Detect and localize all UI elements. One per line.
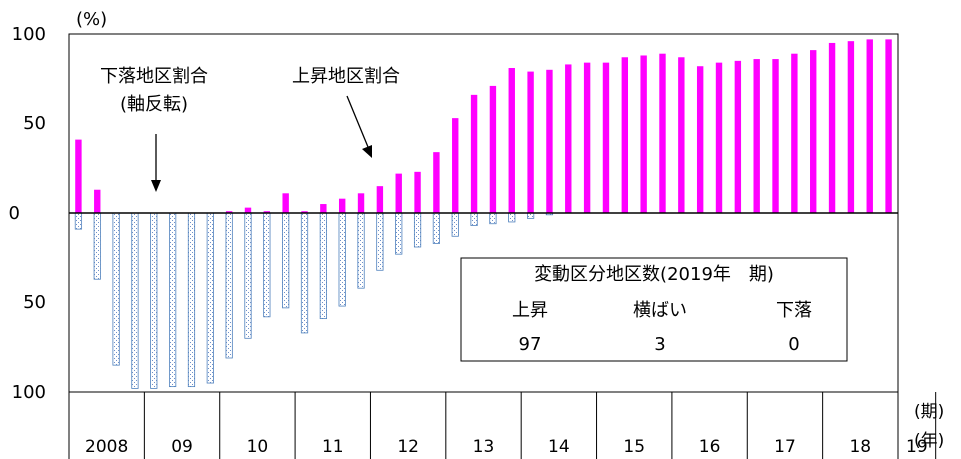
x-axis: 2008 09 10 11 12 13 14 15 16 17 18 19 [68,392,937,459]
fall-bar [451,212,459,237]
fall-bar [131,212,139,389]
year-label: 19 [906,437,928,457]
rise-bar [395,173,402,213]
fall-bar [300,212,309,334]
rise-arrow [346,95,369,148]
fall-bar [338,212,346,307]
year-label: 15 [623,437,645,457]
fall-bar [489,212,497,225]
year-label: 10 [247,437,269,457]
year-label: 17 [774,437,796,457]
fall-bar [432,212,441,244]
fall-bar [470,212,478,226]
fall-bar [150,212,158,389]
rise-bar [244,207,252,213]
fall-bar [93,212,101,280]
inset-table-title: 変動区分地区数(2019年 期) [534,264,774,285]
fall-bar [74,212,83,230]
rise-bar [602,62,610,213]
y-tick-label: 50 [23,292,46,313]
fall-arrowhead [151,180,161,192]
rise-bar [225,211,233,213]
y-tick-label: 100 [12,24,46,45]
y-unit-label: (%) [76,9,107,30]
rise-bar [282,193,289,213]
inset-value-flat: 3 [654,334,665,355]
rise-bar [338,198,346,213]
rise-bar [263,211,271,213]
rise-bar [357,193,365,213]
rise-bar [433,152,440,213]
fall-bar [225,212,233,359]
inset-header-rise: 上昇 [512,300,548,321]
rise-bar [621,57,629,213]
rise-bar [320,204,327,213]
fall-bar [282,212,290,309]
fall-annotation-line2: (軸反転) [120,94,188,115]
inset-header-flat: 横ばい [633,300,687,321]
fall-annotation-line1: 下落地区割合 [100,66,208,87]
year-label: 12 [397,437,419,457]
fall-bar [112,212,120,366]
fall-bar [376,212,384,271]
inset-value-rise: 97 [519,334,542,355]
year-label: 13 [473,437,495,457]
rise-bar [508,68,515,213]
fall-bar [169,212,177,388]
y-tick-label: 0 [9,203,20,224]
rise-bar [772,59,779,214]
rise-bar [847,41,855,213]
rise-bar [583,62,591,213]
rise-bar [640,55,647,214]
fall-bar [527,212,535,219]
rise-bar [828,42,836,214]
y-tick-label: 100 [12,382,46,403]
rise-bar [527,71,534,213]
year-label: 2008 [85,437,128,457]
year-label: 18 [849,437,871,457]
rise-bar [678,57,685,213]
rise-arrowhead [362,145,372,158]
year-label: 09 [171,437,193,457]
year-label: 14 [548,437,570,457]
rise-bar [75,139,82,213]
rise-bar [791,53,798,213]
rise-bar [489,85,497,213]
rise-bar [376,186,384,213]
rise-bar [866,39,873,214]
rise-bar [565,64,572,214]
fall-bar [508,212,516,223]
year-axis-label: (年) [914,431,944,451]
fall-bar [357,212,365,289]
rise-bar [452,118,459,213]
fall-bar [319,212,327,320]
fall-bar [263,212,271,318]
rise-bar [546,69,553,213]
year-label: 11 [322,437,344,457]
inset-header-fall: 下落 [776,300,812,321]
fall-bar [206,212,214,384]
rise-bar [659,53,666,213]
rise-bar [94,189,101,213]
rise-annotation: 上昇地区割合 [292,66,400,87]
fall-bar [244,212,252,339]
rise-bar [301,211,308,213]
rise-bar [810,50,817,213]
rise-bar [885,39,892,214]
rise-bar [715,62,723,213]
period-axis-label: (期) [914,402,944,422]
rise-bar [696,66,704,213]
rise-bar [734,60,742,213]
y-tick-label: 50 [23,113,46,134]
inset-table-frame [460,257,848,362]
inset-value-fall: 0 [788,334,799,355]
fall-bar [395,212,403,255]
rise-bar [470,94,478,213]
fall-bar [187,212,196,388]
rise-bar [753,59,760,214]
year-label: 16 [699,437,721,457]
rise-bar [414,171,421,213]
fall-bar [413,212,422,248]
